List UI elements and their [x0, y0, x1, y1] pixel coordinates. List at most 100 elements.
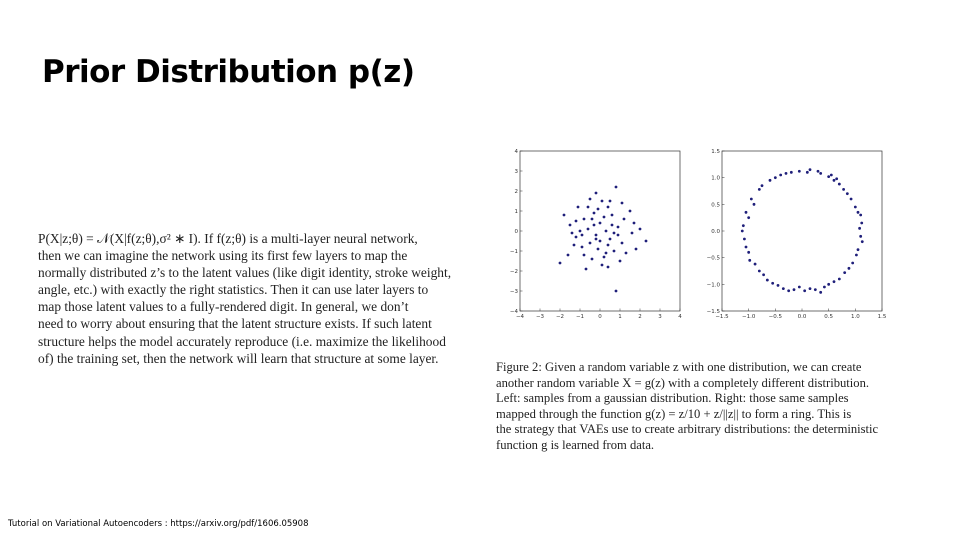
- scatter-point: [768, 178, 772, 182]
- body-line: map those latent values to a fully-rende…: [38, 299, 409, 315]
- scatter-point: [628, 209, 632, 213]
- y-tick-label: 3: [515, 169, 519, 175]
- scatter-point: [845, 192, 849, 196]
- scatter-point: [858, 226, 861, 230]
- caption-line: the strategy that VAEs use to create arb…: [496, 422, 879, 437]
- scatter-point: [632, 221, 636, 225]
- scatter-point: [827, 175, 831, 178]
- scatter-point: [816, 169, 820, 173]
- y-tick-label: −3: [510, 289, 519, 295]
- scatter-point: [574, 219, 578, 223]
- scatter-point: [620, 241, 624, 245]
- scatter-point: [748, 258, 752, 262]
- scatter-point: [797, 285, 801, 289]
- figure-caption: Figure 2: Given a random variable z with…: [496, 360, 900, 454]
- scatter-point: [590, 217, 594, 221]
- scatter-point: [562, 213, 566, 217]
- caption-line: another random variable X = g(z) with a …: [496, 375, 870, 390]
- scatter-point: [744, 245, 748, 249]
- scatter-point: [578, 229, 582, 233]
- scatter-point: [616, 233, 620, 237]
- scatter-point: [776, 284, 780, 287]
- body-line: of) the training set, then the network w…: [38, 350, 439, 366]
- scatter-point: [608, 199, 612, 203]
- scatter-point: [596, 207, 600, 211]
- scatter-point: [855, 253, 858, 257]
- scatter-point: [823, 285, 826, 289]
- scatter-point: [765, 278, 769, 282]
- x-tick-label: 3: [658, 314, 662, 320]
- body-line: normally distributed z’s to the latent v…: [38, 265, 452, 281]
- scatter-point: [594, 237, 598, 241]
- x-tick-label: 1.5: [878, 314, 887, 320]
- y-tick-label: −1.0: [707, 282, 721, 288]
- scatter-point: [760, 184, 764, 188]
- scatter-point: [842, 188, 845, 191]
- scatter-point: [602, 255, 606, 259]
- scatter-point: [592, 223, 596, 227]
- y-tick-label: −1.5: [707, 309, 721, 315]
- scatter-point: [849, 197, 853, 201]
- scatter-point: [787, 289, 791, 293]
- scatter-point: [610, 223, 614, 227]
- scatter-point: [588, 241, 592, 245]
- x-tick-label: −1.5: [715, 314, 729, 320]
- scatter-point: [860, 221, 864, 225]
- scatter-point: [832, 280, 836, 284]
- scatter-point: [757, 188, 761, 191]
- x-tick-label: −3: [536, 314, 545, 320]
- x-tick-label: −2: [556, 314, 564, 320]
- scatter-point: [602, 215, 606, 219]
- scatter-point: [584, 267, 588, 271]
- y-tick-label: 1.0: [711, 176, 720, 182]
- scatter-point: [594, 191, 598, 195]
- scatter-point: [644, 239, 648, 243]
- body-paragraph: P(X|z;θ) = 𝒩(X|f(z;θ),σ² ∗ I). If f(z;θ)…: [38, 230, 466, 367]
- scatter-point: [856, 248, 860, 252]
- caption-line: Left: samples from a gaussian distributi…: [496, 391, 849, 406]
- scatter-point: [630, 231, 634, 235]
- scatter-point: [590, 257, 594, 261]
- x-tick-label: 1: [618, 314, 622, 320]
- scatter-point: [819, 172, 823, 175]
- caption-line: mapped through the function g(z) = z/10 …: [496, 406, 852, 421]
- scatter-point: [743, 237, 746, 241]
- scatter-point: [832, 178, 836, 182]
- gaussian-scatter-plot: −4 −3 −2 −1 0 1 2 3 4 4 3 2 1 0 −1 −2 −3 −4: [510, 149, 682, 320]
- scatter-point: [588, 197, 592, 201]
- scatter-point: [859, 234, 863, 238]
- scatter-point: [598, 239, 602, 243]
- body-line: P(X|z;θ) = 𝒩(X|f(z;θ),σ² ∗ I). If f(z;θ)…: [38, 231, 418, 246]
- scatter-point: [803, 289, 807, 293]
- scatter-point: [752, 202, 756, 206]
- scatter-point: [592, 211, 596, 215]
- scatter-point: [757, 269, 761, 273]
- scatter-point: [600, 263, 604, 267]
- body-line: need to worry about ensuring that the la…: [38, 316, 432, 332]
- body-line: then we can imagine the network using it…: [38, 248, 408, 264]
- scatter-point: [740, 229, 744, 233]
- footer-citation: Tutorial on Variational Autoencoders : h…: [8, 519, 309, 529]
- scatter-point: [604, 229, 608, 233]
- x-tick-label: −1.0: [742, 314, 756, 320]
- scatter-point: [568, 223, 572, 227]
- scatter-point: [829, 173, 833, 177]
- scatter-point: [779, 173, 783, 177]
- scatter-point: [819, 290, 823, 294]
- scatter-point: [582, 217, 586, 221]
- scatter-point: [614, 289, 618, 293]
- ring-scatter-plot: −1.5 −1.0 −0.5 0.0 0.5 1.0 1.5 1.5 1.0 0.5 0.0 −0.5…: [707, 149, 887, 320]
- scatter-point: [835, 177, 839, 181]
- scatter-point: [856, 210, 860, 214]
- scatter-point: [808, 287, 812, 290]
- caption-line: function g is learned from data.: [496, 437, 655, 452]
- y-tick-label: −4: [510, 309, 519, 315]
- scatter-point: [744, 210, 748, 214]
- scatter-point: [566, 253, 570, 257]
- y-tick-label: 4: [515, 149, 519, 155]
- scatter-point: [622, 217, 626, 221]
- scatter-point: [847, 266, 851, 270]
- scatter-point: [747, 216, 751, 220]
- y-tick-label: −2: [510, 269, 518, 275]
- body-line: angle, etc.) with exactly the right stat…: [38, 282, 429, 298]
